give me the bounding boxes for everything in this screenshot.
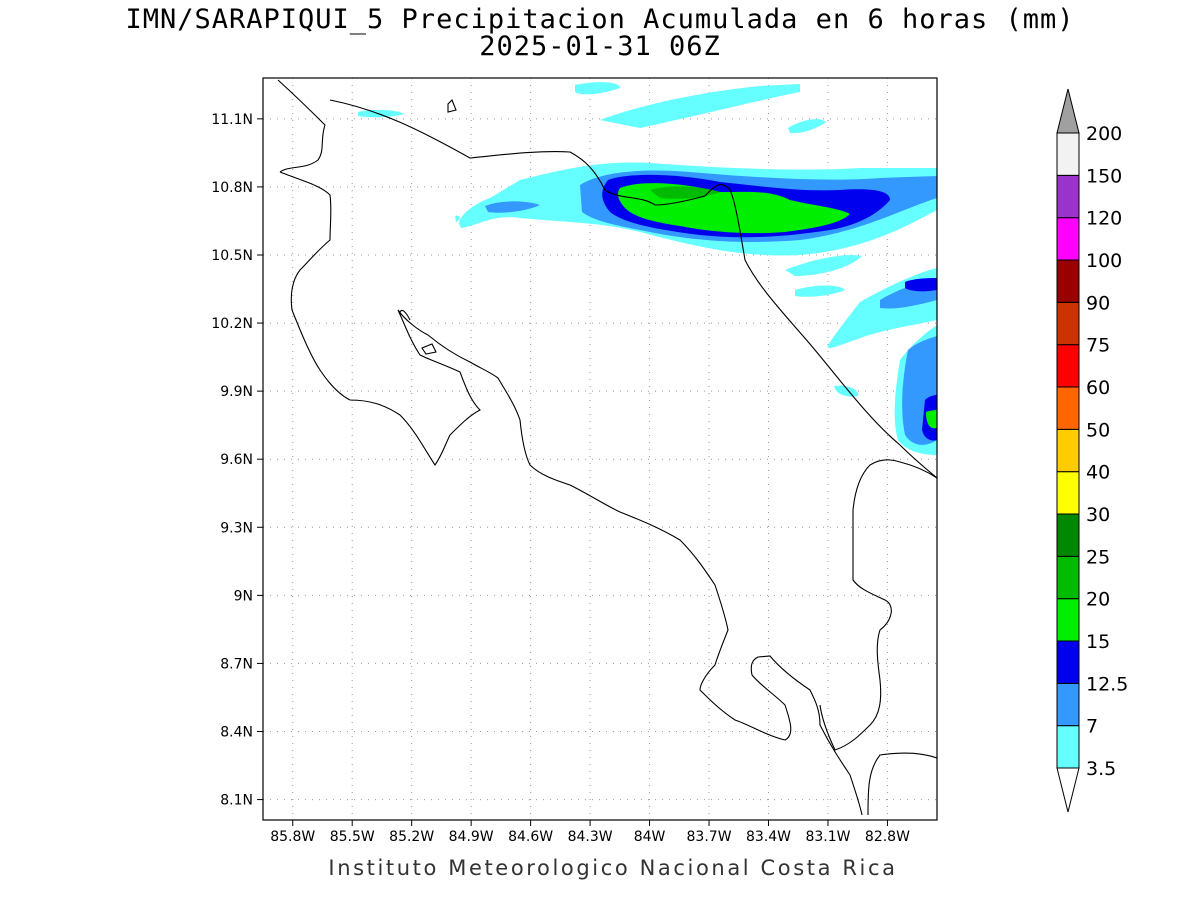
lat-tick-label: 11.1N	[211, 112, 253, 128]
colorbar-swatch	[1056, 640, 1080, 684]
panama-border	[867, 752, 937, 816]
lat-tick-label: 8.4N	[220, 725, 253, 741]
precip-core-east	[905, 278, 937, 292]
lon-tick-label: 83.1W	[805, 829, 850, 845]
colorbar-label: 20	[1086, 589, 1110, 611]
panama-coast	[819, 459, 937, 751]
colorbar-label: 60	[1086, 377, 1110, 399]
colorbar-swatch	[1056, 386, 1080, 430]
nicaragua-border	[329, 99, 937, 479]
precip-spot-green-east	[926, 410, 937, 429]
map-title: IMN/SARAPIQUI_5 Precipitacion Acumulada …	[125, 4, 1075, 35]
lon-tick-label: 83.7W	[687, 829, 732, 845]
colorbar-label: 40	[1086, 462, 1110, 484]
lon-tick-label: 85.2W	[389, 829, 434, 845]
colorbar-label: 200	[1086, 123, 1122, 145]
precip-spot-1	[358, 109, 404, 118]
precipitation-field	[358, 82, 937, 455]
colorbar-swatch	[1056, 513, 1080, 557]
precip-spot-3	[834, 385, 859, 397]
lon-tick-label: 82.8W	[865, 829, 910, 845]
colorbar-label: 15	[1086, 631, 1110, 653]
coastline	[277, 79, 937, 816]
colorbar-label: 7	[1086, 716, 1098, 738]
lat-tick-label: 9.9N	[220, 384, 253, 400]
small-island	[421, 343, 437, 355]
colorbar-label: 3.5	[1086, 758, 1116, 780]
colorbar-swatch	[1056, 259, 1080, 303]
lon-tick-label: 83.4W	[746, 829, 791, 845]
lake-island	[447, 99, 457, 113]
colorbar-swatch	[1056, 471, 1080, 515]
precip-streak-north2	[575, 82, 620, 95]
colorbar-swatch	[1056, 217, 1080, 261]
longitude-labels: 85.8W 85.5W 85.2W 84.9W 84.6W 84.3W 84W 83.7W 83…	[270, 829, 910, 845]
colorbar-label: 75	[1086, 335, 1110, 357]
colorbar-label: 25	[1086, 546, 1110, 568]
lon-tick-label: 85.5W	[330, 829, 375, 845]
precip-spot-2	[455, 215, 460, 222]
latitude-labels: 11.1N 10.8N 10.5N 10.2N 9.9N 9.6N 9.3N 9N 8.7N 8.…	[211, 112, 253, 809]
lon-tick-label: 84.3W	[568, 829, 613, 845]
nicaragua-lake-shore	[277, 79, 326, 173]
colorbar-under-arrow	[1056, 767, 1080, 813]
lat-tick-label: 8.1N	[220, 793, 253, 809]
lon-tick-label: 84.6W	[508, 829, 553, 845]
map-frame	[262, 77, 938, 821]
colorbar-swatch	[1056, 682, 1080, 727]
lat-tick-label: 10.2N	[211, 316, 253, 332]
precip-band-east-2	[795, 285, 845, 297]
colorbar-swatch	[1056, 598, 1080, 642]
lat-tick-label: 8.7N	[220, 656, 253, 672]
colorbar-label: 150	[1086, 165, 1122, 187]
nicoya-coast	[279, 171, 863, 816]
lat-tick-label: 9N	[234, 588, 253, 604]
precip-streak-ne	[788, 119, 826, 134]
peninsula-island	[399, 309, 411, 321]
lat-tick-label: 10.5N	[211, 248, 253, 264]
colorbar-swatch	[1056, 174, 1080, 219]
lon-tick-label: 84W	[634, 829, 666, 845]
credit-footer: Instituto Meteorologico Nacional Costa R…	[328, 856, 898, 880]
colorbar-swatch	[1056, 428, 1080, 473]
colorbar-label: 12.5	[1086, 673, 1128, 695]
colorbar-swatch	[1056, 725, 1080, 769]
axis-ticks	[257, 118, 888, 826]
precip-streak-north	[600, 84, 800, 128]
graticule	[263, 78, 937, 820]
lat-tick-label: 9.6N	[220, 452, 253, 468]
colorbar: 3.5 7 12.5 15 20 25 30 40 50 60 75 90 100 120 150 200	[1056, 88, 1128, 813]
colorbar-label: 120	[1086, 208, 1122, 230]
colorbar-label: 100	[1086, 250, 1122, 272]
colorbar-label: 30	[1086, 504, 1110, 526]
lat-tick-label: 9.3N	[220, 520, 253, 536]
map-subtitle: 2025-01-31 06Z	[479, 31, 721, 62]
colorbar-label: 90	[1086, 292, 1110, 314]
precip-band-east-1	[785, 254, 862, 276]
colorbar-label: 50	[1086, 419, 1110, 441]
colorbar-over-arrow	[1056, 88, 1080, 134]
lon-tick-label: 84.9W	[449, 829, 494, 845]
lon-tick-label: 85.8W	[270, 829, 315, 845]
colorbar-swatch	[1056, 301, 1080, 346]
colorbar-swatch	[1056, 555, 1080, 600]
colorbar-swatch	[1056, 132, 1080, 176]
colorbar-swatch	[1056, 344, 1080, 388]
precip-core-darkgreen	[650, 186, 720, 199]
precip-band-west-mid	[485, 201, 540, 213]
lat-tick-label: 10.8N	[211, 180, 253, 196]
